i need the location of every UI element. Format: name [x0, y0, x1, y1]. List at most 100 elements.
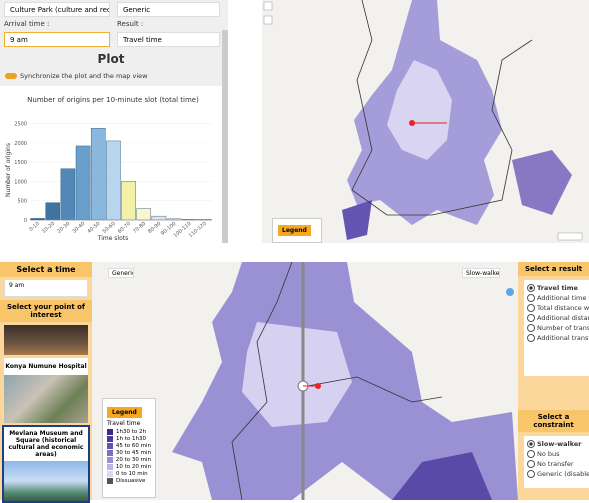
y-tick-label: 2500	[14, 122, 27, 128]
legend-label: Dissuasive	[116, 478, 146, 484]
bar	[136, 208, 152, 221]
radio-option[interactable]: Slow-walker	[527, 440, 586, 448]
radio-label: Slow-walker	[537, 440, 582, 448]
legend-label: 10 to 20 min	[115, 464, 151, 470]
x-tick-label: 50-60	[102, 221, 117, 235]
x-tick-label: 30-40	[71, 221, 86, 235]
y-axis-label: Number of origins	[5, 143, 12, 197]
profile-select[interactable]: Generic	[117, 2, 220, 17]
legend-box: Legend Travel time 1h30 to 2h 1h to 1h30 4…	[102, 398, 156, 498]
x-axis-label: Time slots	[97, 235, 129, 242]
y-tick-label: 500	[17, 199, 27, 205]
radio-option[interactable]: No bus	[527, 450, 586, 458]
map-right-tag: Slow-walker	[462, 268, 500, 278]
legend-label: 45 to 60 min	[115, 443, 151, 449]
bar	[121, 181, 136, 221]
poi-title: Select your point of interest	[0, 300, 92, 322]
bar	[151, 215, 167, 221]
result-select[interactable]: Travel time	[117, 32, 220, 47]
radio-button[interactable]	[527, 460, 535, 468]
radio-label: Additional transfers	[537, 334, 589, 342]
top-map	[262, 0, 589, 243]
radio-button[interactable]	[527, 440, 535, 448]
time-input[interactable]: 9 am	[4, 279, 88, 297]
legend-item: 20 to 30 min	[107, 457, 151, 463]
bottom-map	[92, 262, 518, 500]
legend-swatch	[107, 457, 113, 463]
radio-option[interactable]: Additional time	[527, 294, 586, 302]
radio-option[interactable]: Generic (disabled)	[527, 470, 589, 478]
scrollbar[interactable]	[222, 30, 228, 243]
poi-selected[interactable]: Mevlana Museum and Square (historical cu…	[2, 425, 90, 503]
radio-option[interactable]: Number of transfers	[527, 324, 589, 332]
legend-label: 1h to 1h30	[116, 436, 146, 442]
arrival-label: Arrival time :	[4, 20, 50, 28]
time-title: Select a time	[0, 262, 92, 277]
top-legend-button[interactable]: Legend	[278, 225, 311, 236]
legend-item: 10 to 20 min	[107, 464, 151, 470]
radio-button[interactable]	[527, 294, 535, 302]
legend-swatch	[107, 436, 113, 442]
sync-label: Synchronize the plot and the map view	[20, 72, 148, 80]
radio-button[interactable]	[527, 304, 535, 312]
arrival-input[interactable]: 9 am	[4, 32, 110, 47]
right-sidebar: Select a result Travel time Additional ti…	[518, 262, 589, 500]
bar	[75, 145, 91, 221]
x-tick-label: 10-20	[41, 221, 56, 235]
poi-label[interactable]: Konya Numune Hospital	[4, 358, 88, 375]
poi-image[interactable]	[4, 375, 88, 423]
radio-button[interactable]	[527, 324, 535, 332]
histogram-title: Number of origins per 10-minute slot (to…	[27, 96, 199, 104]
legend-label: 1h30 to 2h	[116, 429, 146, 435]
left-sidebar: Select a time 9 am Select your point of …	[0, 262, 92, 503]
y-tick-label: 2000	[14, 141, 27, 147]
result-title: Select a result	[518, 262, 589, 276]
legend-item: 0 to 10 min	[107, 471, 151, 477]
radio-button[interactable]	[527, 314, 535, 322]
radio-button[interactable]	[527, 334, 535, 342]
result-label: Result :	[117, 20, 144, 28]
x-tick-label: 0-10	[28, 221, 41, 233]
legend-swatch	[107, 478, 113, 484]
legend-label: 30 to 45 min	[115, 450, 151, 456]
x-tick-label: 70-80	[132, 221, 147, 235]
y-tick-label: 1000	[14, 179, 27, 185]
poi-image	[4, 461, 88, 501]
constraint-title: Select a constraint	[518, 410, 589, 432]
radio-option[interactable]: Additional distance walked	[527, 314, 589, 322]
y-tick-label: 1500	[14, 160, 27, 166]
sync-toggle[interactable]	[5, 73, 17, 79]
section-title: Plot	[97, 52, 125, 66]
radio-label: Total distance walked	[537, 304, 589, 312]
radio-option[interactable]: Total distance walked	[527, 304, 589, 312]
radio-button[interactable]	[527, 284, 535, 292]
legend-item: 1h30 to 2h	[107, 429, 151, 435]
legend-button[interactable]: Legend	[107, 407, 142, 418]
radio-button[interactable]	[527, 450, 535, 458]
map-left-tag: Generic	[108, 268, 134, 278]
radio-button[interactable]	[527, 470, 535, 478]
x-tick-label: 60-70	[117, 221, 132, 235]
radio-option[interactable]: Travel time	[527, 284, 586, 292]
radio-label: Additional time	[537, 294, 587, 302]
radio-option[interactable]: No transfer	[527, 460, 586, 468]
bar	[90, 127, 106, 221]
poi-image[interactable]	[4, 325, 88, 355]
legend-item: Dissuasive	[107, 478, 151, 484]
legend-item: 30 to 45 min	[107, 450, 151, 456]
constraint-list: Slow-walker No bus No transfer Generic (dis…	[524, 436, 589, 488]
legend-list: 1h30 to 2h 1h to 1h30 45 to 60 min 30 to 45…	[103, 429, 155, 484]
origin-select[interactable]: Culture Park (culture and recreation	[4, 2, 110, 17]
poi-label[interactable]: Mevlana Museum and Square (historical cu…	[8, 430, 84, 458]
legend-swatch	[107, 443, 113, 449]
radio-label: Travel time	[537, 284, 578, 292]
x-tick-label: 20-30	[56, 221, 71, 235]
radio-option[interactable]: Additional transfers	[527, 334, 589, 342]
legend-swatch	[107, 464, 113, 470]
x-tick-label: 40-50	[87, 221, 102, 235]
histogram: Number of origins per 10-minute slot (to…	[5, 96, 212, 242]
legend-swatch	[107, 429, 113, 435]
result-list: Travel time Additional time Total distance…	[524, 280, 589, 376]
legend-item: 45 to 60 min	[107, 443, 151, 449]
